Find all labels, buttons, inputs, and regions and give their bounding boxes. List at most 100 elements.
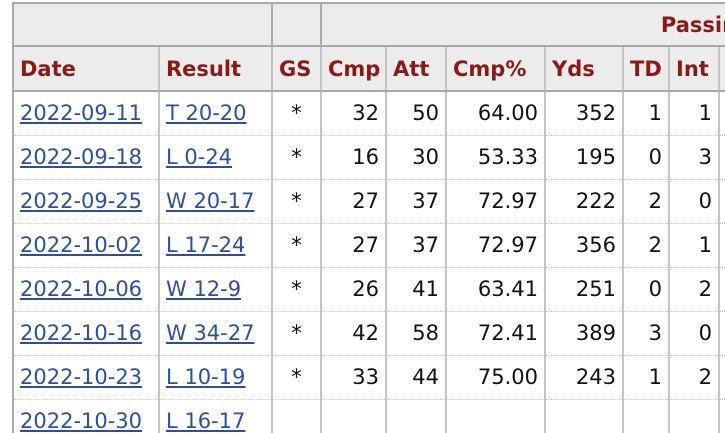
date-cell: 2022-10-02 bbox=[12, 223, 159, 268]
att-cell: 44 bbox=[385, 355, 446, 400]
td-cell: 2 bbox=[622, 223, 669, 268]
date-link[interactable]: 2022-10-02 bbox=[20, 233, 143, 257]
pct-cell: 72.97 bbox=[445, 179, 545, 224]
cmp-cell: 27 bbox=[320, 223, 386, 268]
yds-cell: 195 bbox=[544, 135, 623, 180]
gs-cell: * bbox=[271, 223, 321, 268]
result-link[interactable]: W 34-27 bbox=[166, 321, 255, 345]
cmp-cell: 42 bbox=[320, 311, 386, 356]
overflow-cell bbox=[717, 135, 725, 180]
passing-group-header: Passing bbox=[319, 2, 725, 47]
result-link[interactable]: W 12-9 bbox=[166, 277, 242, 301]
date-cell: 2022-10-23 bbox=[12, 355, 159, 400]
table-row: 2022-10-23 L 10-19 * 33 44 75.00 243 1 2 bbox=[12, 355, 725, 400]
column-header-overflow bbox=[717, 46, 725, 92]
gs-cell: * bbox=[271, 355, 321, 400]
date-link[interactable]: 2022-09-25 bbox=[20, 189, 143, 213]
gs-cell: * bbox=[271, 267, 321, 312]
td-cell: 2 bbox=[622, 179, 669, 224]
pct-cell: 64.00 bbox=[445, 91, 545, 136]
yds-cell bbox=[544, 399, 623, 433]
int-cell: 0 bbox=[668, 311, 719, 356]
pct-cell: 75.00 bbox=[445, 355, 545, 400]
gs-cell: * bbox=[271, 311, 321, 356]
table-row: 2022-10-06 W 12-9 * 26 41 63.41 251 0 2 bbox=[12, 267, 725, 312]
table-row: 2022-10-30 L 16-17 bbox=[12, 399, 725, 433]
result-link[interactable]: L 16-17 bbox=[166, 409, 246, 433]
date-cell: 2022-10-06 bbox=[12, 267, 159, 312]
table-row: 2022-09-25 W 20-17 * 27 37 72.97 222 2 0 bbox=[12, 179, 725, 224]
result-link[interactable]: L 0-24 bbox=[166, 145, 233, 169]
column-header-date[interactable]: Date bbox=[12, 46, 159, 92]
game-log-body: 2022-09-11 T 20-20 * 32 50 64.00 352 1 1 2022-09-… bbox=[12, 91, 725, 433]
column-header-yds[interactable]: Yds bbox=[544, 46, 623, 92]
over-header-blank bbox=[12, 2, 273, 47]
overflow-cell bbox=[717, 223, 725, 268]
date-link[interactable]: 2022-10-06 bbox=[20, 277, 143, 301]
int-cell: 3 bbox=[668, 135, 719, 180]
table-row: 2022-09-18 L 0-24 * 16 30 53.33 195 0 3 bbox=[12, 135, 725, 180]
att-cell: 37 bbox=[385, 179, 446, 224]
table-row: 2022-10-02 L 17-24 * 27 37 72.97 356 2 1 bbox=[12, 223, 725, 268]
game-log-table-container: Passing Date Result GS Cmp Att Cmp% Yds … bbox=[12, 2, 725, 433]
date-link[interactable]: 2022-10-30 bbox=[20, 409, 143, 433]
result-cell: W 20-17 bbox=[158, 179, 272, 224]
cmp-cell: 27 bbox=[320, 179, 386, 224]
date-cell: 2022-09-11 bbox=[12, 91, 159, 136]
att-cell: 41 bbox=[385, 267, 446, 312]
result-cell: L 10-19 bbox=[158, 355, 272, 400]
result-link[interactable]: L 17-24 bbox=[166, 233, 246, 257]
cmp-cell bbox=[320, 399, 386, 433]
att-cell bbox=[385, 399, 446, 433]
date-link[interactable]: 2022-10-16 bbox=[20, 321, 143, 345]
overflow-cell bbox=[717, 179, 725, 224]
att-cell: 30 bbox=[385, 135, 446, 180]
date-cell: 2022-10-30 bbox=[12, 399, 159, 433]
td-cell: 0 bbox=[622, 135, 669, 180]
cmp-cell: 32 bbox=[320, 91, 386, 136]
column-header-td[interactable]: TD bbox=[622, 46, 669, 92]
column-header-row: Date Result GS Cmp Att Cmp% Yds TD Int bbox=[12, 46, 725, 92]
result-cell: W 12-9 bbox=[158, 267, 272, 312]
overflow-cell bbox=[717, 311, 725, 356]
pct-cell: 53.33 bbox=[445, 135, 545, 180]
result-link[interactable]: T 20-20 bbox=[166, 101, 247, 126]
overflow-cell bbox=[717, 267, 725, 312]
gs-cell: * bbox=[271, 91, 321, 136]
yds-cell: 222 bbox=[544, 179, 623, 224]
td-cell bbox=[622, 399, 669, 433]
column-header-cmp-pct[interactable]: Cmp% bbox=[445, 46, 545, 92]
att-cell: 50 bbox=[385, 91, 446, 136]
date-link[interactable]: 2022-09-18 bbox=[20, 145, 143, 169]
column-header-result[interactable]: Result bbox=[158, 46, 272, 92]
overflow-cell bbox=[717, 355, 725, 400]
overflow-cell bbox=[717, 399, 725, 433]
date-link[interactable]: 2022-09-11 bbox=[20, 101, 143, 126]
column-header-gs[interactable]: GS bbox=[271, 46, 321, 92]
result-cell: L 17-24 bbox=[158, 223, 272, 268]
result-cell: L 16-17 bbox=[158, 399, 272, 433]
yds-cell: 389 bbox=[544, 311, 623, 356]
cmp-cell: 16 bbox=[320, 135, 386, 180]
result-cell: W 34-27 bbox=[158, 311, 272, 356]
table-row: 2022-10-16 W 34-27 * 42 58 72.41 389 3 0 bbox=[12, 311, 725, 356]
date-cell: 2022-10-16 bbox=[12, 311, 159, 356]
table-row: 2022-09-11 T 20-20 * 32 50 64.00 352 1 1 bbox=[12, 91, 725, 136]
td-cell: 3 bbox=[622, 311, 669, 356]
result-link[interactable]: W 20-17 bbox=[166, 189, 255, 213]
date-cell: 2022-09-25 bbox=[12, 179, 159, 224]
pct-cell: 63.41 bbox=[445, 267, 545, 312]
column-header-cmp[interactable]: Cmp bbox=[320, 46, 386, 92]
overflow-cell bbox=[717, 91, 725, 136]
int-cell: 2 bbox=[668, 267, 719, 312]
int-cell: 2 bbox=[668, 355, 719, 400]
pct-cell: 72.97 bbox=[445, 223, 545, 268]
column-header-int[interactable]: Int bbox=[668, 46, 719, 92]
result-link[interactable]: L 10-19 bbox=[166, 365, 246, 389]
att-cell: 37 bbox=[385, 223, 446, 268]
over-header-gs-blank bbox=[271, 2, 322, 47]
date-link[interactable]: 2022-10-23 bbox=[20, 365, 143, 389]
yds-cell: 251 bbox=[544, 267, 623, 312]
column-header-att[interactable]: Att bbox=[385, 46, 446, 92]
int-cell: 0 bbox=[668, 179, 719, 224]
